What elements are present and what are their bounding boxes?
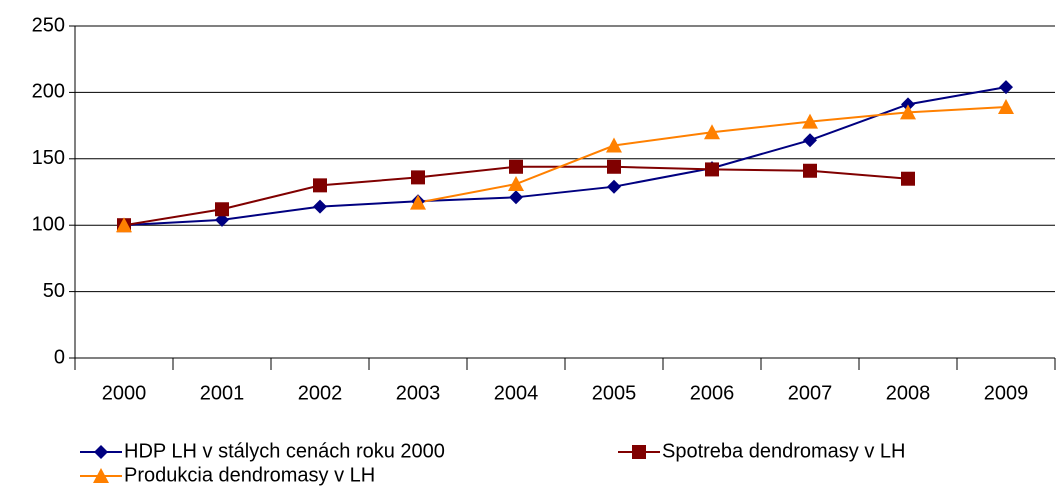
x-tick-label: 2003 [396, 382, 441, 404]
data-point [313, 199, 327, 214]
data-point [998, 99, 1014, 115]
data-point [803, 133, 817, 148]
legend-marker [93, 468, 109, 483]
data-point [215, 212, 229, 227]
data-point [901, 171, 915, 186]
data-point [705, 162, 719, 177]
data-point [508, 176, 524, 192]
data-point [900, 104, 916, 120]
legend-marker [632, 445, 646, 459]
y-tick-label: 50 [43, 280, 65, 302]
data-point [410, 194, 426, 210]
series-line [123, 86, 1007, 227]
x-tick-label: 2009 [984, 382, 1029, 404]
x-tick-label: 2006 [690, 382, 735, 404]
data-point [607, 159, 621, 174]
legend-label: HDP LH v stálych cenách roku 2000 [124, 440, 445, 462]
x-tick-label: 2004 [494, 382, 539, 404]
data-point [411, 170, 425, 185]
data-point [313, 178, 327, 193]
data-point [704, 124, 720, 140]
x-tick-label: 2005 [592, 382, 637, 404]
x-tick-label: 2001 [200, 382, 245, 404]
data-point [606, 137, 622, 153]
y-tick-label: 200 [32, 81, 65, 103]
legend-marker [94, 445, 108, 459]
data-point [999, 80, 1013, 95]
x-tick-label: 2007 [788, 382, 833, 404]
series-line [417, 106, 1007, 204]
legend-label: Produkcia dendromasy v LH [124, 464, 375, 486]
y-tick-label: 0 [54, 346, 65, 368]
y-tick-label: 250 [32, 14, 65, 36]
legend-label: Spotreba dendromasy v LH [662, 440, 905, 462]
data-point [509, 159, 523, 174]
data-point [509, 190, 523, 205]
y-tick-label: 100 [32, 213, 65, 235]
y-tick-label: 150 [32, 147, 65, 169]
x-tick-label: 2002 [298, 382, 343, 404]
x-tick-label: 2000 [102, 382, 147, 404]
data-point [116, 217, 132, 233]
data-point [803, 163, 817, 178]
data-point [215, 202, 229, 217]
data-point [802, 113, 818, 129]
data-point [607, 179, 621, 194]
x-tick-label: 2008 [886, 382, 931, 404]
